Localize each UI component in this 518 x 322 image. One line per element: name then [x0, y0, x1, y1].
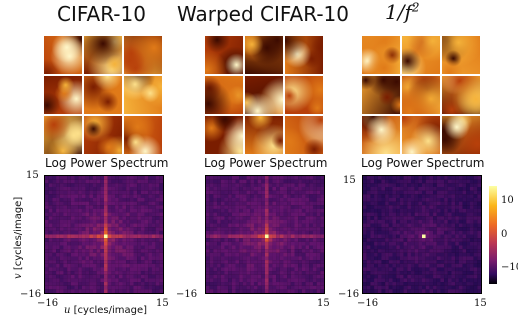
y-max-tick-3: 15	[343, 175, 356, 186]
x-axis-unit: [cycles/image]	[73, 305, 148, 316]
image-tile	[442, 116, 480, 154]
y-axis-var: v	[13, 273, 24, 279]
image-tile	[285, 116, 323, 154]
title-one-over-f: 1/f2	[385, 0, 420, 24]
one-over-f-image-grid	[362, 36, 480, 154]
image-tile	[44, 116, 82, 154]
y-min-tick-1: −16	[20, 289, 42, 300]
y-axis-label: v [cycles/image]	[13, 197, 24, 279]
spectrum-warped	[205, 175, 325, 294]
image-tile	[362, 116, 400, 154]
image-tile	[245, 116, 283, 154]
warped-cifar10-image-grid	[205, 36, 323, 154]
y-min-tick-3: −16	[338, 289, 360, 300]
x-min-tick-3: −16	[357, 298, 379, 309]
y-max-tick-1: 15	[26, 170, 39, 181]
x-max-tick-1: 15	[156, 298, 169, 309]
image-tile	[205, 116, 243, 154]
subtitle-warped: Log Power Spectrum	[204, 156, 328, 170]
image-tile	[402, 116, 440, 154]
image-tile	[245, 36, 283, 74]
x-min-tick-1: −16	[37, 298, 59, 309]
image-tile	[285, 76, 323, 114]
image-tile	[84, 76, 122, 114]
colorbar-tick-bottom: −10	[501, 262, 518, 273]
title-exponent: 2	[411, 0, 420, 15]
title-cifar10: CIFAR-10	[57, 2, 146, 26]
x-max-tick-3: 15	[474, 298, 487, 309]
image-tile	[402, 36, 440, 74]
x-max-tick-2: 15	[317, 298, 330, 309]
y-axis-unit: [cycles/image]	[13, 196, 24, 271]
image-tile	[442, 36, 480, 74]
image-tile	[124, 116, 162, 154]
colorbar-tick-top: 10	[501, 195, 514, 206]
image-tile	[44, 76, 82, 114]
x-axis-var: u	[64, 305, 71, 316]
image-tile	[84, 36, 122, 74]
image-tile	[362, 76, 400, 114]
subtitle-one-over-f: Log Power Spectrum	[361, 156, 485, 170]
image-tile	[84, 116, 122, 154]
cifar10-image-grid	[44, 36, 162, 154]
image-tile	[205, 76, 243, 114]
colorbar	[489, 186, 497, 284]
image-tile	[124, 76, 162, 114]
x-axis-label: u [cycles/image]	[64, 305, 147, 316]
image-tile	[124, 36, 162, 74]
image-tile	[245, 76, 283, 114]
title-warped-cifar10: Warped CIFAR-10	[177, 2, 349, 26]
y-min-tick-2: −16	[176, 289, 198, 300]
image-tile	[44, 36, 82, 74]
image-tile	[285, 36, 323, 74]
spectrum-cifar10	[44, 175, 164, 294]
colorbar-tick-mid: 0	[501, 229, 508, 240]
spectrum-one-over-f	[362, 175, 482, 294]
subtitle-cifar10: Log Power Spectrum	[45, 156, 169, 170]
image-tile	[402, 76, 440, 114]
image-tile	[362, 36, 400, 74]
image-tile	[205, 36, 243, 74]
image-tile	[442, 76, 480, 114]
